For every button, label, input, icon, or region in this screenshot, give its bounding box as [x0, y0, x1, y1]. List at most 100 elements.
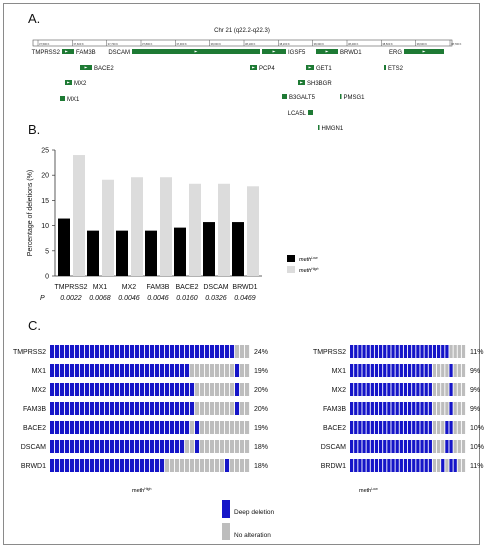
cell-no-alteration [461, 364, 466, 377]
cell-deep-deletion [180, 345, 185, 358]
ruler-tick-label: 38,000 K [211, 42, 222, 46]
cell-deep-deletion [80, 459, 85, 472]
cell-deep-deletion [70, 383, 75, 396]
cell-deep-deletion [95, 421, 100, 434]
panel-b-label: B. [28, 122, 40, 137]
cell-deep-deletion [366, 421, 370, 434]
cell-no-alteration [210, 383, 215, 396]
oncoprint-percent: 19% [254, 425, 268, 432]
cell-deep-deletion [155, 383, 160, 396]
cell-no-alteration [445, 383, 449, 396]
cell-deep-deletion [350, 345, 354, 358]
cell-deep-deletion [95, 459, 100, 472]
cell-deep-deletion [424, 383, 428, 396]
gene-label-pmsg1: PMSG1 [344, 95, 366, 101]
cell-deep-deletion [140, 459, 145, 472]
cell-deep-deletion [155, 459, 160, 472]
cell-no-alteration [235, 459, 240, 472]
cell-deep-deletion [175, 345, 180, 358]
cell-deep-deletion [416, 364, 420, 377]
cell-deep-deletion [100, 440, 105, 453]
legend-swatch-low [287, 255, 295, 262]
strand-arrow-icon [194, 50, 198, 53]
cell-no-alteration [200, 421, 205, 434]
cell-deep-deletion [403, 364, 408, 377]
cell-deep-deletion [125, 459, 130, 472]
cell-deep-deletion [449, 459, 453, 472]
cell-deep-deletion [105, 383, 110, 396]
cell-deep-deletion [185, 364, 190, 377]
cell-deep-deletion [412, 440, 416, 453]
cell-deep-deletion [175, 421, 180, 434]
cell-no-alteration [437, 421, 441, 434]
cell-deep-deletion [125, 421, 130, 434]
cell-deep-deletion [170, 440, 175, 453]
cell-deep-deletion [155, 364, 160, 377]
genome-ruler [32, 39, 453, 47]
ruler-tick-label: 37,600 K [73, 42, 84, 46]
bar-high-bace2 [189, 183, 201, 276]
cell-deep-deletion [379, 459, 383, 472]
cell-no-alteration [215, 440, 220, 453]
oncoprint-percent: 10% [470, 444, 484, 451]
legend-no-alteration-label: No alteration [234, 532, 271, 539]
cell-deep-deletion [370, 459, 374, 472]
oncoprint-percent: 11% [470, 349, 484, 356]
oncoprint-high-title: methHigh [132, 487, 151, 494]
strand-arrow-icon [84, 66, 88, 69]
cell-deep-deletion [115, 402, 120, 415]
cell-deep-deletion [412, 459, 416, 472]
cell-deep-deletion [366, 383, 370, 396]
cell-deep-deletion [85, 402, 90, 415]
cell-no-alteration [245, 364, 250, 377]
cell-deep-deletion [190, 402, 195, 415]
cell-deep-deletion [449, 402, 453, 415]
cell-no-alteration [225, 440, 230, 453]
cell-deep-deletion [399, 364, 403, 377]
gene-bar-hmgn1 [318, 125, 320, 130]
cell-deep-deletion [395, 459, 399, 472]
cell-deep-deletion [85, 440, 90, 453]
cell-deep-deletion [50, 364, 55, 377]
cell-no-alteration [215, 421, 220, 434]
y-tick-label: 5 [45, 248, 49, 255]
x-tick-label: MX1 [93, 284, 108, 291]
cell-no-alteration [195, 383, 200, 396]
cell-deep-deletion [362, 402, 366, 415]
cell-deep-deletion [395, 345, 399, 358]
cell-deep-deletion [110, 345, 115, 358]
cell-deep-deletion [65, 345, 70, 358]
cell-deep-deletion [50, 421, 55, 434]
p-value: 0.0068 [89, 295, 111, 302]
cell-deep-deletion [362, 440, 366, 453]
cell-no-alteration [185, 440, 190, 453]
cell-deep-deletion [350, 440, 354, 453]
cell-no-alteration [457, 421, 461, 434]
deletion-bar-chart: Percentage of deletions (%) 0 5 10 15 20 25 T… [27, 148, 318, 303]
cell-deep-deletion [110, 383, 115, 396]
oncoprint-gene-label: TMPRSS2 [13, 349, 46, 356]
cell-no-alteration [215, 402, 220, 415]
gene-label-get1: GET1 [316, 66, 332, 72]
cell-deep-deletion [408, 421, 412, 434]
cell-deep-deletion [399, 459, 403, 472]
cell-no-alteration [461, 383, 466, 396]
cell-deep-deletion [140, 345, 145, 358]
cell-no-alteration [453, 345, 457, 358]
cell-deep-deletion [120, 440, 125, 453]
cell-no-alteration [235, 421, 240, 434]
cell-deep-deletion [100, 364, 105, 377]
cell-deep-deletion [145, 364, 150, 377]
cell-deep-deletion [95, 402, 100, 415]
cell-deep-deletion [395, 364, 399, 377]
cell-no-alteration [195, 459, 200, 472]
cell-deep-deletion [391, 459, 395, 472]
cell-deep-deletion [80, 440, 85, 453]
cell-deep-deletion [175, 440, 180, 453]
cell-deep-deletion [374, 345, 379, 358]
cell-deep-deletion [395, 421, 399, 434]
oncoprint-gene-label: BACE2 [323, 425, 346, 432]
p-value: 0.0160 [176, 295, 198, 302]
cell-deep-deletion [383, 383, 387, 396]
cell-deep-deletion [412, 364, 416, 377]
